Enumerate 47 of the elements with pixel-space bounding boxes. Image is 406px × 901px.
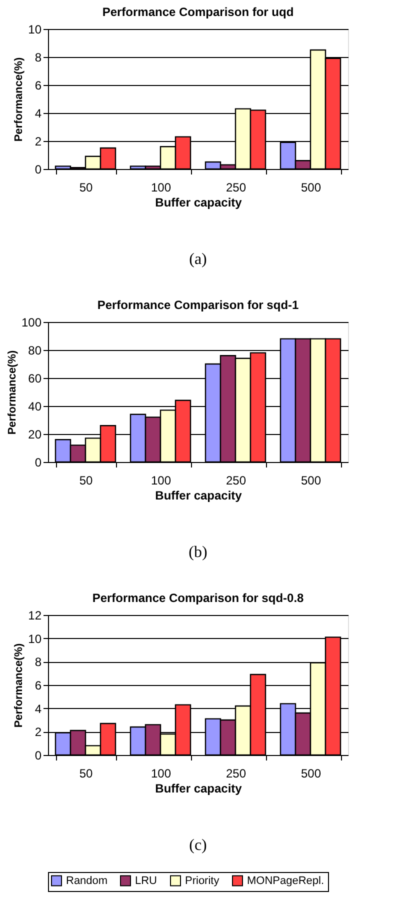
y-axis-title: Performance(%) <box>13 642 26 728</box>
y-tick-label: 0 <box>34 162 42 176</box>
chart-title: Performance Comparison for uqd <box>102 5 294 19</box>
x-tick-label: 500 <box>300 180 322 194</box>
legend-label: MONPageRepl. <box>247 874 324 887</box>
y-axis-title: Performance(%) <box>13 56 26 142</box>
y-tick-label: 100 <box>21 316 42 330</box>
y-tick-label: 10 <box>28 632 42 646</box>
legend-label: Priority <box>185 874 220 887</box>
y-tick-label: 2 <box>34 134 42 148</box>
legend-label: Random <box>66 874 108 887</box>
x-tick-label: 500 <box>300 474 322 488</box>
x-axis-title: Buffer capacity <box>155 196 242 210</box>
x-tick-label: 50 <box>79 766 93 780</box>
x-tick-label: 250 <box>226 474 246 488</box>
y-tick-label: 60 <box>28 372 42 386</box>
y-tick-label: 2 <box>34 725 42 740</box>
y-tick-label: 6 <box>34 678 42 692</box>
y-tick-label: 80 <box>28 344 42 358</box>
x-tick-label: 100 <box>150 766 172 780</box>
x-tick-label: 250 <box>226 180 246 194</box>
y-tick-label: 4 <box>34 106 42 120</box>
text: (c) <box>189 837 207 854</box>
x-tick-label: 50 <box>79 180 93 194</box>
y-tick-label: 8 <box>34 655 42 670</box>
chart-title: Performance Comparison for sqd-1 <box>97 298 300 312</box>
x-tick-label: 50 <box>79 474 93 488</box>
x-axis-title: Buffer capacity <box>155 782 242 796</box>
y-axis-title: Performance(%) <box>6 350 18 435</box>
y-tick-label: 0 <box>34 456 42 470</box>
text: (a) <box>189 251 207 268</box>
x-axis-title: Buffer capacity <box>155 488 242 502</box>
text: (b) <box>188 544 208 561</box>
x-tick-label: 500 <box>300 766 322 780</box>
x-tick-label: 250 <box>226 766 246 780</box>
y-tick-label: 6 <box>34 78 42 92</box>
y-tick-label: 0 <box>34 748 42 762</box>
y-tick-label: 40 <box>28 400 42 414</box>
x-tick-label: 100 <box>150 474 172 488</box>
y-tick-label: 8 <box>34 50 42 64</box>
x-tick-label: 100 <box>150 180 172 194</box>
legend-label: LRU <box>135 874 158 887</box>
y-tick-label: 10 <box>28 22 42 36</box>
y-tick-label: 12 <box>28 608 42 622</box>
y-tick-label: 20 <box>28 428 42 442</box>
y-tick-label: 4 <box>34 702 42 716</box>
chart-title: Performance Comparison for sqd-0.8 <box>92 591 304 605</box>
